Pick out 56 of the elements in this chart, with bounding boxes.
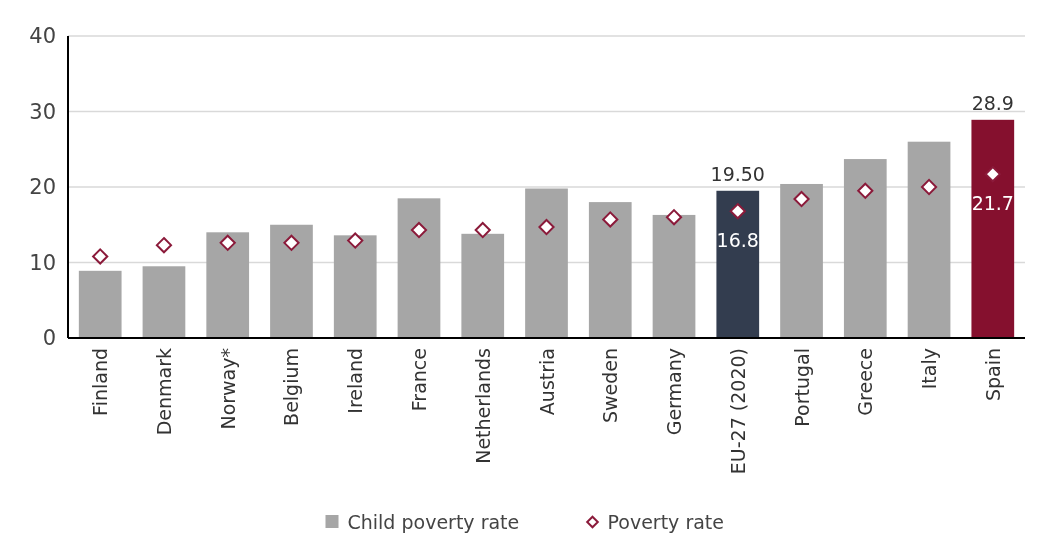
point xyxy=(538,218,555,236)
x-tick-label: Finland xyxy=(89,348,112,416)
bar xyxy=(588,202,632,338)
bar xyxy=(907,141,951,338)
y-tick-label: 20 xyxy=(29,175,56,200)
x-tick-label: Netherlands xyxy=(471,348,494,464)
point xyxy=(219,234,236,251)
point xyxy=(920,178,938,196)
bar xyxy=(780,183,823,338)
point xyxy=(665,209,683,226)
point xyxy=(155,237,173,254)
bar xyxy=(971,119,1015,338)
data-label: 16.8 xyxy=(716,229,759,252)
bar xyxy=(716,190,760,338)
x-tick-label: Germany xyxy=(663,348,686,436)
x-tick-label: Portugal xyxy=(790,348,813,427)
y-tick-label: 0 xyxy=(42,326,56,351)
x-tick-label: Greece xyxy=(854,348,877,416)
point xyxy=(474,221,491,239)
bar xyxy=(525,188,568,338)
x-tick-label: Austria xyxy=(535,348,558,416)
x-tick-label: Norway* xyxy=(216,348,239,430)
point xyxy=(984,166,1001,183)
x-tick-label: Belgium xyxy=(280,348,303,426)
x-tick-label: Sweden xyxy=(599,348,622,424)
bar xyxy=(78,270,122,338)
legend-label: Poverty rate xyxy=(607,510,724,533)
point xyxy=(92,248,109,265)
bar xyxy=(652,214,696,338)
point xyxy=(729,203,746,220)
bar xyxy=(206,232,250,338)
point xyxy=(347,232,364,249)
point xyxy=(602,211,619,228)
bar xyxy=(142,266,186,338)
bar xyxy=(333,235,377,338)
point xyxy=(857,182,874,199)
data-label: 21.7 xyxy=(971,192,1014,215)
x-tick-label: France xyxy=(407,348,430,412)
point xyxy=(283,234,300,251)
bar xyxy=(843,159,887,338)
x-tick-label: Ireland xyxy=(344,348,367,414)
data-label: 19.50 xyxy=(710,162,765,185)
y-tick-label: 40 xyxy=(29,24,56,49)
bar xyxy=(461,233,505,338)
x-tick-label: Denmark xyxy=(152,348,175,436)
bar xyxy=(397,198,441,338)
x-tick-label: Italy xyxy=(918,348,941,390)
x-tick-label: Spain xyxy=(981,348,1004,402)
y-tick-label: 10 xyxy=(29,250,56,275)
point xyxy=(410,221,428,239)
legend-label: Child poverty rate xyxy=(347,510,520,533)
y-tick-label: 30 xyxy=(29,99,56,124)
point xyxy=(793,191,810,208)
x-tick-label: EU-27 (2020) xyxy=(726,348,749,475)
data-label: 28.9 xyxy=(971,91,1014,114)
bar xyxy=(270,224,313,338)
